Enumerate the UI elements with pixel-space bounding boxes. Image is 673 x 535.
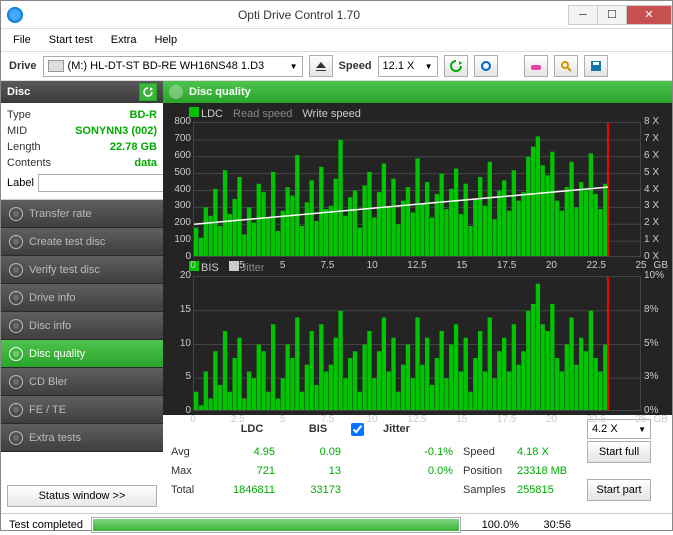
disc-val: BD-R bbox=[130, 109, 158, 121]
nav-icon bbox=[9, 347, 23, 361]
nav-fe-te[interactable]: FE / TE bbox=[1, 396, 163, 424]
nav-icon bbox=[9, 263, 23, 277]
menu-extra[interactable]: Extra bbox=[103, 32, 145, 48]
disc-panel-header: Disc bbox=[1, 81, 163, 103]
menu-bar: File Start test Extra Help bbox=[1, 29, 672, 51]
drive-value: (M:) HL-DT-ST BD-RE WH16NS48 1.D3 bbox=[68, 60, 265, 72]
minimize-button[interactable]: ─ bbox=[568, 5, 598, 25]
jitter-checkbox[interactable] bbox=[351, 423, 364, 436]
nav-drive-info[interactable]: Drive info bbox=[1, 284, 163, 312]
nav-cd-bler[interactable]: CD Bler bbox=[1, 368, 163, 396]
disc-info-panel: Type BD-R MID SONYNN3 (002) Length 22.78 GB Co… bbox=[1, 103, 163, 200]
col-bis: BIS bbox=[285, 423, 351, 435]
nav-icon bbox=[9, 403, 23, 417]
menu-help[interactable]: Help bbox=[146, 32, 185, 48]
footer-time: 30:56 bbox=[527, 519, 571, 531]
eject-button[interactable] bbox=[309, 55, 333, 77]
refresh-button[interactable] bbox=[444, 55, 468, 77]
speed-select[interactable]: 12.1 X ▼ bbox=[378, 56, 438, 77]
nav-icon bbox=[9, 291, 23, 305]
save-button[interactable] bbox=[584, 55, 608, 77]
close-button[interactable]: ✕ bbox=[626, 5, 672, 25]
drive-icon bbox=[48, 60, 64, 72]
nav-icon bbox=[9, 431, 23, 445]
speed-label: Speed bbox=[339, 60, 372, 72]
erase-button[interactable] bbox=[524, 55, 548, 77]
disc-quality-icon bbox=[169, 85, 183, 99]
disc-val: SONYNN3 (002) bbox=[75, 125, 157, 137]
nav-disc-quality[interactable]: Disc quality bbox=[1, 340, 163, 368]
nav-list: Transfer rateCreate test discVerify test… bbox=[1, 200, 163, 479]
stats-panel: LDC BIS Jitter 4.2 X▼ Avg 4.95 0.09 -0.1… bbox=[163, 415, 672, 505]
chart1-legend: LDC Read speed Write speed bbox=[167, 105, 668, 122]
bis-chart: 2015105010%8%5%3%0%02.557.51012.51517.52… bbox=[193, 276, 642, 411]
footer-percent: 100.0% bbox=[469, 519, 519, 531]
label-key: Label bbox=[7, 177, 34, 189]
chevron-down-icon: ▼ bbox=[290, 62, 298, 71]
drive-select[interactable]: (M:) HL-DT-ST BD-RE WH16NS48 1.D3 ▼ bbox=[43, 56, 303, 77]
chevron-down-icon: ▼ bbox=[425, 62, 433, 71]
app-icon bbox=[7, 7, 23, 23]
disc-val: data bbox=[134, 157, 157, 169]
menu-file[interactable]: File bbox=[5, 32, 39, 48]
nav-icon bbox=[9, 235, 23, 249]
chart-header: Disc quality bbox=[163, 81, 672, 103]
nav-create-test-disc[interactable]: Create test disc bbox=[1, 228, 163, 256]
nav-verify-test-disc[interactable]: Verify test disc bbox=[1, 256, 163, 284]
disc-key: Contents bbox=[7, 157, 51, 169]
maximize-button[interactable]: ☐ bbox=[597, 5, 627, 25]
drive-label: Drive bbox=[9, 60, 37, 72]
menu-start-test[interactable]: Start test bbox=[41, 32, 101, 48]
start-full-button[interactable]: Start full bbox=[587, 441, 651, 463]
nav-icon bbox=[9, 207, 23, 221]
progress-bar bbox=[91, 517, 461, 533]
status-window-button[interactable]: Status window >> bbox=[7, 485, 157, 507]
nav-icon bbox=[9, 319, 23, 333]
disc-refresh-button[interactable] bbox=[139, 83, 157, 101]
inspect-button[interactable] bbox=[554, 55, 578, 77]
speed-value: 12.1 X bbox=[383, 60, 415, 72]
start-part-button[interactable]: Start part bbox=[587, 479, 651, 501]
footer-status: Test completed bbox=[9, 519, 83, 531]
disc-key: Length bbox=[7, 141, 41, 153]
nav-disc-info[interactable]: Disc info bbox=[1, 312, 163, 340]
nav-extra-tests[interactable]: Extra tests bbox=[1, 424, 163, 452]
col-ldc: LDC bbox=[219, 423, 285, 435]
disc-key: MID bbox=[7, 125, 27, 137]
ldc-chart: 80070060050040030020010008 X7 X6 X5 X4 X… bbox=[193, 122, 642, 257]
nav-icon bbox=[9, 375, 23, 389]
disc-key: Type bbox=[7, 109, 31, 121]
nav-transfer-rate[interactable]: Transfer rate bbox=[1, 200, 163, 228]
window-title: Opti Drive Control 1.70 bbox=[29, 8, 569, 22]
detect-button[interactable] bbox=[474, 55, 498, 77]
disc-val: 22.78 GB bbox=[110, 141, 157, 153]
